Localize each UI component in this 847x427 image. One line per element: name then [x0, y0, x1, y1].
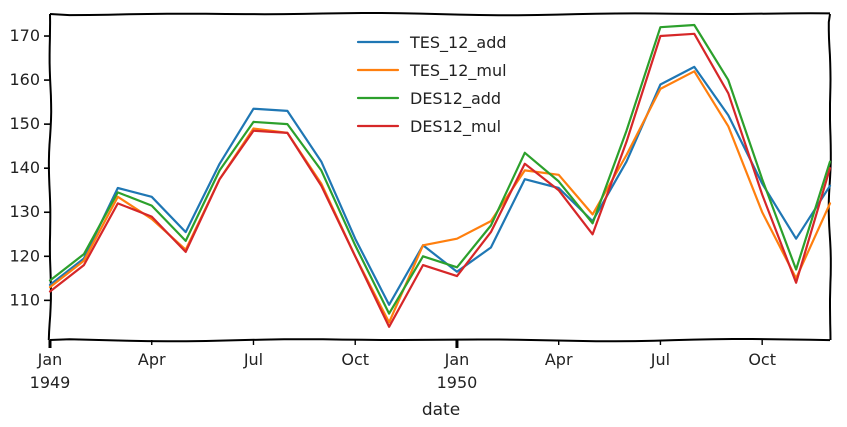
x-tick-label: Jul — [650, 350, 670, 369]
x-axis-title: date — [422, 400, 460, 420]
legend-label-tes-12-mul: TES_12_mul — [409, 61, 507, 81]
y-tick-label: 120 — [9, 246, 40, 265]
x-tick-year-label: 1949 — [30, 373, 71, 392]
series-line-tes-12-mul — [48, 70, 832, 324]
legend-label-tes-12-add: TES_12_add — [409, 33, 507, 53]
y-tick-label: 140 — [9, 158, 40, 177]
y-tick-label: 150 — [9, 114, 40, 133]
x-tick-year-label: 1950 — [437, 373, 478, 392]
x-tick-label: Oct — [341, 350, 369, 369]
x-tick-label: Jan — [444, 350, 470, 369]
x-tick-label: Oct — [748, 350, 776, 369]
x-tick-label: Apr — [138, 350, 166, 369]
y-tick-label: 110 — [9, 290, 40, 309]
x-tick-label: Jan — [37, 350, 63, 369]
x-tick-label: Jul — [243, 350, 263, 369]
legend-label-des12-add: DES12_add — [410, 89, 501, 109]
plot-frame-right — [827, 13, 832, 341]
x-tick-label: Apr — [545, 350, 573, 369]
legend-label-des12-mul: DES12_mul — [410, 117, 501, 137]
y-tick-label: 170 — [9, 26, 40, 45]
plot-frame-top — [49, 12, 831, 17]
series-line-des12-mul — [48, 32, 832, 328]
y-tick-label: 130 — [9, 202, 40, 221]
plot-frame-bottom — [49, 338, 831, 343]
series-line-tes-12-add — [48, 65, 832, 306]
y-tick-label: 160 — [9, 70, 40, 89]
series-line-des12-add — [48, 23, 832, 315]
